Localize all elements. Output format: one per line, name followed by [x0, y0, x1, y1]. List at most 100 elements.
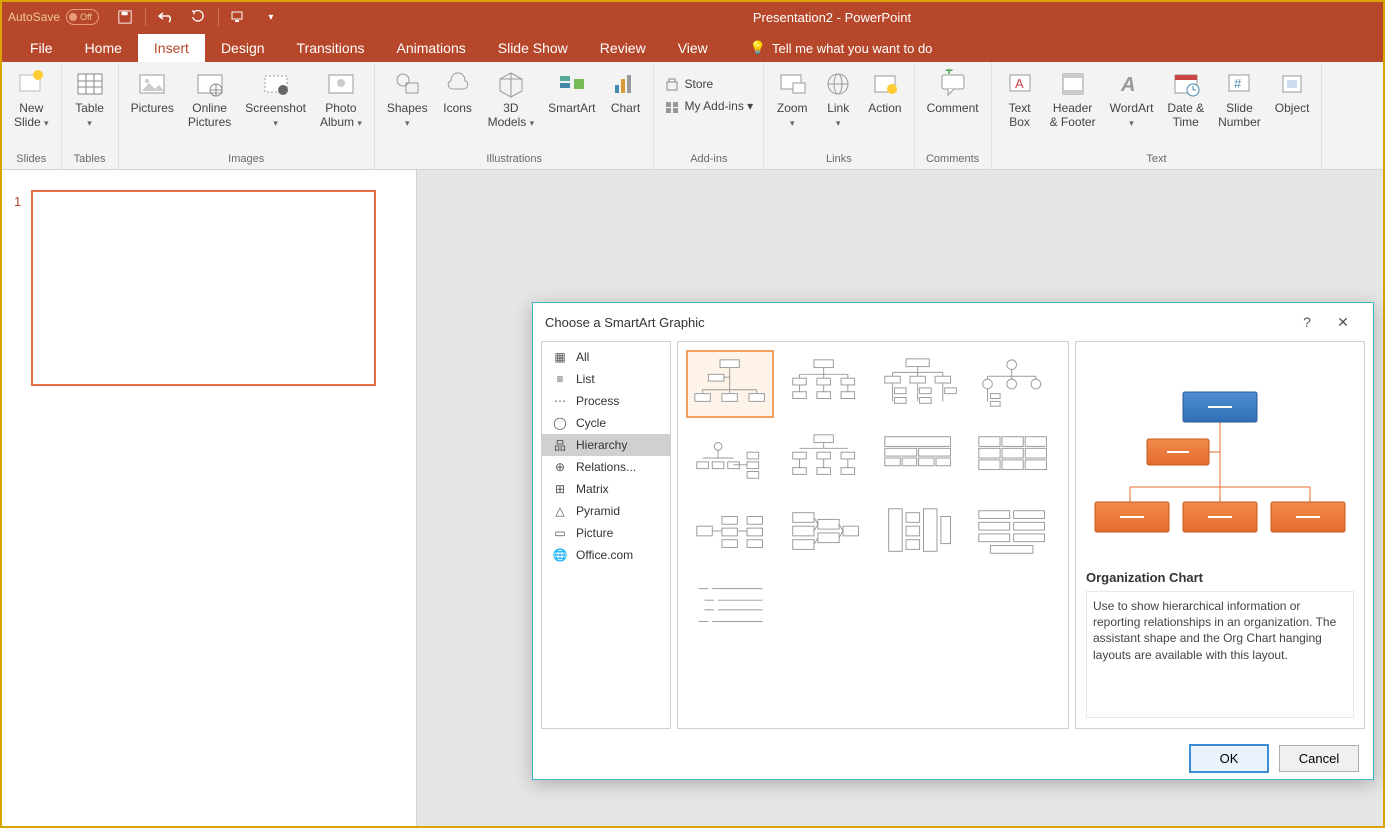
ribbon-slide-button[interactable]: #SlideNumber [1212, 66, 1267, 132]
ribbon--d-button[interactable]: 3DModels ▾ [482, 66, 541, 132]
ribbon-zoom-button[interactable]: Zoom▾ [770, 66, 814, 132]
slide-icon: # [1223, 68, 1255, 100]
ribbon-group-tables: Table▾ Tables [62, 62, 119, 169]
document-title: Presentation2 - PowerPoint [287, 10, 1377, 25]
category-matrix[interactable]: ⊞Matrix [542, 478, 670, 500]
category-relations[interactable]: ⊕Relations... [542, 456, 670, 478]
layout-option-5[interactable] [780, 424, 868, 492]
ribbon-comment-button[interactable]: +Comment [921, 66, 985, 118]
layout-option-11[interactable] [968, 498, 1056, 566]
dialog-title: Choose a SmartArt Graphic [545, 315, 705, 330]
ribbon-group-label: Text [998, 153, 1316, 167]
layout-option-6[interactable] [874, 424, 962, 492]
category-icon: ▦ [552, 349, 568, 365]
help-button[interactable]: ? [1289, 307, 1325, 337]
ribbon-smartart-button[interactable]: SmartArt [542, 66, 601, 118]
layout-option-3[interactable] [968, 350, 1056, 418]
tab-insert[interactable]: Insert [138, 34, 205, 62]
date--icon [1170, 68, 1202, 100]
-d-icon [495, 68, 527, 100]
from-beginning-icon[interactable] [229, 7, 249, 27]
tab-animations[interactable]: Animations [380, 34, 481, 62]
ribbon-online-button[interactable]: OnlinePictures [182, 66, 237, 132]
layout-option-12[interactable] [686, 572, 774, 640]
category-icon: 🌐 [552, 547, 568, 563]
comment-icon: + [937, 68, 969, 100]
tab-slide-show[interactable]: Slide Show [482, 34, 584, 62]
layout-option-9[interactable] [780, 498, 868, 566]
ribbon-text-button[interactable]: ATextBox [998, 66, 1042, 132]
category-icon: ◯ [552, 415, 568, 431]
layout-option-1[interactable] [780, 350, 868, 418]
tab-home[interactable]: Home [69, 34, 138, 62]
ribbon-group-add-ins: StoreMy Add-ins ▾Add-ins [654, 62, 764, 169]
ribbon-group-label: Tables [68, 153, 112, 167]
tab-review[interactable]: Review [584, 34, 662, 62]
category-picture[interactable]: ▭Picture [542, 522, 670, 544]
tab-design[interactable]: Design [205, 34, 281, 62]
ribbon-object-button[interactable]: Object [1269, 66, 1316, 118]
preview-description: Use to show hierarchical information or … [1086, 591, 1354, 718]
ribbon-group-label: Links [770, 153, 907, 167]
ribbon-icons-button[interactable]: Icons [436, 66, 480, 118]
redo-icon[interactable] [188, 7, 208, 27]
ribbon-photo-button[interactable]: PhotoAlbum ▾ [314, 66, 368, 132]
category-cycle[interactable]: ◯Cycle [542, 412, 670, 434]
ribbon-new-button[interactable]: NewSlide ▾ [8, 66, 55, 132]
ribbon-link-button[interactable]: Link▾ [816, 66, 860, 132]
ribbon-action-button[interactable]: Action [862, 66, 907, 118]
layout-option-2[interactable] [874, 350, 962, 418]
ribbon-tabs: FileHomeInsertDesignTransitionsAnimation… [2, 32, 1383, 62]
category-icon: ⊞ [552, 481, 568, 497]
category-icon: ⊕ [552, 459, 568, 475]
tab-transitions[interactable]: Transitions [281, 34, 381, 62]
ribbon-store-button[interactable]: Store [660, 74, 757, 94]
layout-option-7[interactable] [968, 424, 1056, 492]
category-all[interactable]: ▦All [542, 346, 670, 368]
ribbon-table-button[interactable]: Table▾ [68, 66, 112, 132]
ribbon-chart-button[interactable]: Chart [603, 66, 647, 118]
ribbon-group-illustrations: Shapes▾Icons3DModels ▾SmartArtChartIllus… [375, 62, 655, 169]
qat-customize-icon[interactable]: ▾ [261, 7, 281, 27]
close-button[interactable]: ✕ [1325, 307, 1361, 337]
chart-icon [609, 68, 641, 100]
ribbon: NewSlide ▾ Slides Table▾ Tables PicturesOnli… [2, 62, 1383, 170]
ribbon-group-label: Slides [8, 153, 55, 167]
layout-option-0[interactable] [686, 350, 774, 418]
dialog-footer: OK Cancel [533, 737, 1373, 779]
workspace: 1 Choose a SmartArt Graphic ? ✕ ▦All≡Lis… [2, 170, 1383, 826]
category-list[interactable]: ≡List [542, 368, 670, 390]
layout-option-4[interactable] [686, 424, 774, 492]
link-icon [822, 68, 854, 100]
ok-button[interactable]: OK [1189, 744, 1269, 773]
autosave-toggle[interactable]: Off [66, 9, 99, 25]
category-pyramid[interactable]: △Pyramid [542, 500, 670, 522]
ribbon-shapes-button[interactable]: Shapes▾ [381, 66, 434, 132]
undo-icon[interactable] [156, 7, 176, 27]
ribbon-pictures-button[interactable]: Pictures [125, 66, 180, 118]
layout-option-10[interactable] [874, 498, 962, 566]
tab-view[interactable]: View [662, 34, 724, 62]
save-icon[interactable] [115, 7, 135, 27]
svg-text:#: # [1234, 76, 1242, 91]
ribbon-header-button[interactable]: Header& Footer [1044, 66, 1102, 132]
layout-option-8[interactable] [686, 498, 774, 566]
category-process[interactable]: ⋯Process [542, 390, 670, 412]
slide-thumbnail[interactable] [31, 190, 376, 386]
category-hierarchy[interactable]: 品Hierarchy [542, 434, 670, 456]
tell-me-search[interactable]: 💡Tell me what you want to do [740, 34, 943, 62]
slide-thumbnail-pane: 1 [2, 170, 417, 826]
online-icon [194, 68, 226, 100]
category-officecom[interactable]: 🌐Office.com [542, 544, 670, 566]
ribbon-date--button[interactable]: Date &Time [1161, 66, 1210, 132]
ribbon-screenshot-button[interactable]: Screenshot▾ [239, 66, 312, 132]
ribbon-group-label: Comments [921, 153, 985, 167]
cancel-button[interactable]: Cancel [1279, 745, 1359, 772]
header-icon [1057, 68, 1089, 100]
title-bar: AutoSave Off ▾ Presentation2 - PowerPoin… [2, 2, 1383, 32]
tab-file[interactable]: File [14, 34, 69, 62]
ribbon-wordart-button[interactable]: AWordArt▾ [1104, 66, 1160, 132]
svg-text:+: + [945, 69, 953, 78]
text-icon: A [1004, 68, 1036, 100]
ribbon-my-add-ins--button[interactable]: My Add-ins ▾ [660, 96, 757, 116]
